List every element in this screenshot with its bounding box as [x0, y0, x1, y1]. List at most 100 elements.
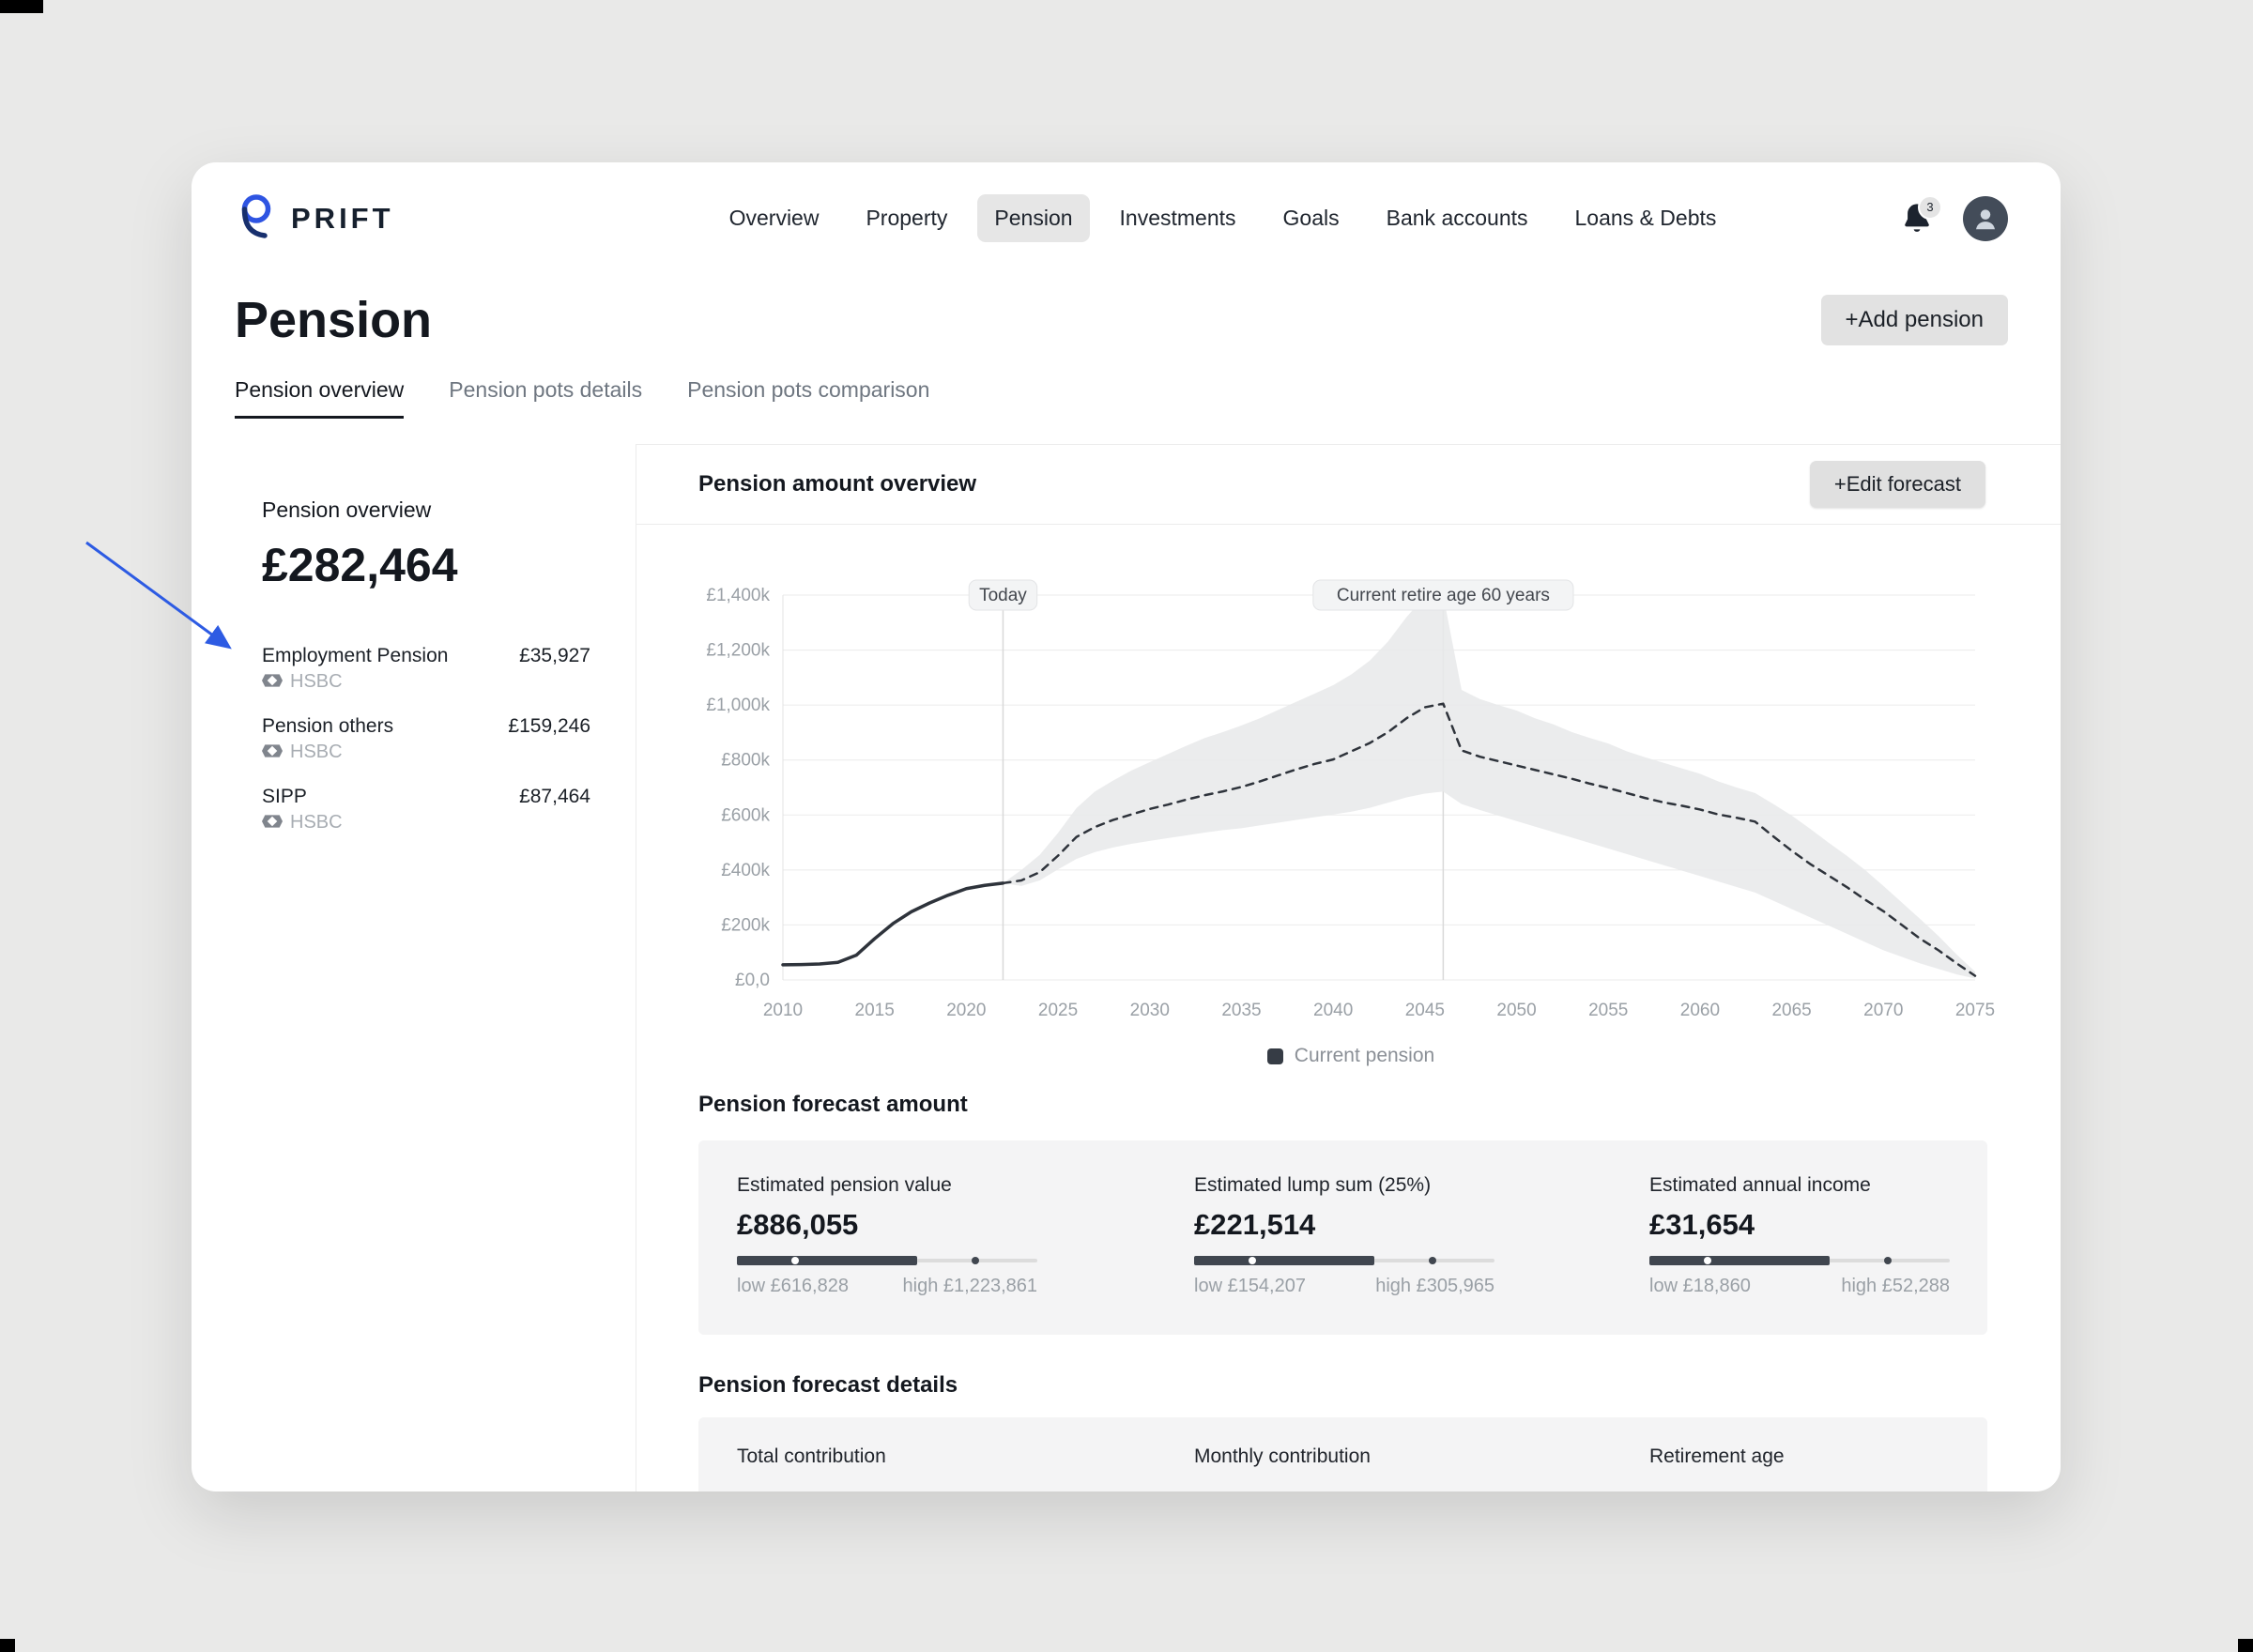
brand-name: PRIFT: [291, 201, 394, 235]
hsbc-logo-icon: [262, 742, 283, 763]
forecast-details-panel: Total contribution Monthly contribution …: [698, 1417, 1987, 1491]
nav-bank-accounts[interactable]: Bank accounts: [1386, 206, 1528, 230]
forecast-range-slider[interactable]: [737, 1255, 1037, 1266]
nav-overview[interactable]: Overview: [728, 206, 820, 230]
screen-corner-mark: [2238, 1639, 2253, 1652]
screen-corner-mark: [0, 1639, 15, 1652]
pot-name: SIPP: [262, 786, 307, 807]
slider-fill: [1649, 1256, 1830, 1265]
content-area: Pension overview £282,464 Employment Pen…: [192, 444, 2061, 1491]
forecast-card-label: Estimated annual income: [1649, 1174, 1871, 1196]
svg-text:£0,0: £0,0: [735, 971, 770, 990]
screen-corner-mark: [0, 0, 43, 13]
tab-pension-overview[interactable]: Pension overview: [235, 377, 405, 419]
svg-text:2035: 2035: [1221, 1001, 1261, 1020]
hsbc-logo-icon: [262, 671, 283, 693]
pension-forecast-chart: £0,0 £200k £400k £600k £800k £1,000k £1,200k £1…: [670, 567, 2061, 1041]
notification-badge: 3: [1917, 194, 1942, 220]
svg-text:£200k: £200k: [721, 915, 770, 935]
panel-title: Pension amount overview: [698, 471, 977, 497]
bell-icon: [1901, 203, 1933, 240]
details-column-retirement-age: Retirement age: [1649, 1446, 1785, 1467]
legend-label: Current pension: [1294, 1045, 1435, 1066]
pot-value: £87,464: [519, 786, 590, 807]
svg-text:2020: 2020: [946, 1001, 986, 1020]
svg-text:Current retire age 60 years: Current retire age 60 years: [1337, 586, 1550, 605]
legend-swatch-icon: [1266, 1048, 1283, 1064]
pension-overview-sidebar: Pension overview £282,464 Employment Pen…: [192, 444, 636, 1491]
header-actions: 3: [1901, 194, 2008, 241]
pension-total-value: £282,464: [262, 539, 458, 591]
svg-text:£1,400k: £1,400k: [706, 586, 770, 605]
pot-value: £159,246: [508, 715, 590, 737]
tab-pension-pots-comparison[interactable]: Pension pots comparison: [687, 377, 930, 402]
main-nav: Overview Property Pension Investments Go…: [713, 194, 1734, 242]
svg-text:£800k: £800k: [721, 751, 770, 771]
nav-goals[interactable]: Goals: [1282, 206, 1340, 230]
svg-text:£400k: £400k: [721, 861, 770, 880]
svg-text:2025: 2025: [1038, 1001, 1078, 1020]
add-pension-button[interactable]: +Add pension: [1820, 295, 2008, 345]
svg-text:2010: 2010: [763, 1001, 803, 1020]
forecast-low-value: low £18,860: [1649, 1276, 1751, 1296]
forecast-high-value: high £305,965: [1375, 1276, 1494, 1296]
panel-header: Pension amount overview +Edit forecast: [636, 445, 2061, 525]
chart-legend: Current pension: [670, 1045, 2031, 1067]
forecast-card-label: Estimated pension value: [737, 1174, 952, 1196]
svg-text:2050: 2050: [1496, 1001, 1536, 1020]
svg-text:2055: 2055: [1588, 1001, 1628, 1020]
user-avatar[interactable]: [1962, 195, 2008, 241]
forecast-range-slider[interactable]: [1649, 1255, 1950, 1266]
pension-pots-list: Employment Pension £35,927 HSBC Pension …: [262, 645, 590, 834]
details-column-total-contribution: Total contribution: [737, 1446, 886, 1467]
forecast-card-label: Estimated lump sum (25%): [1194, 1174, 1432, 1196]
notifications-button[interactable]: 3: [1901, 194, 1942, 240]
slider-low-handle[interactable]: [1248, 1257, 1256, 1264]
forecast-card-value: £31,654: [1649, 1208, 1755, 1241]
forecast-range-slider[interactable]: [1194, 1255, 1494, 1266]
svg-text:£600k: £600k: [721, 805, 770, 825]
slider-high-handle[interactable]: [971, 1257, 979, 1264]
pot-provider: HSBC: [290, 671, 343, 692]
slider-high-handle[interactable]: [1883, 1257, 1892, 1264]
forecast-amount-heading: Pension forecast amount: [698, 1092, 968, 1117]
svg-text:£1,000k: £1,000k: [706, 696, 770, 715]
svg-text:2030: 2030: [1130, 1001, 1170, 1020]
svg-text:2065: 2065: [1771, 1001, 1811, 1020]
svg-text:2070: 2070: [1863, 1001, 1903, 1020]
slider-fill: [1194, 1256, 1374, 1265]
page-title: Pension: [235, 292, 433, 348]
nav-property[interactable]: Property: [866, 206, 948, 230]
nav-loans-debts[interactable]: Loans & Debts: [1574, 206, 1717, 230]
nav-pension[interactable]: Pension: [977, 194, 1090, 242]
forecast-low-value: low £154,207: [1194, 1276, 1306, 1296]
prift-logo-icon: [235, 192, 278, 244]
pot-name: Pension others: [262, 715, 394, 737]
list-item-pension-others[interactable]: Pension others £159,246 HSBC: [262, 715, 590, 763]
forecast-card-pension-value: Estimated pension value £886,055 low £61…: [737, 1174, 1194, 1297]
nav-investments[interactable]: Investments: [1119, 206, 1236, 230]
forecast-high-value: high £52,288: [1841, 1276, 1950, 1296]
pot-provider: HSBC: [290, 742, 343, 762]
app-header: PRIFT Overview Property Pension Investme…: [192, 162, 2061, 244]
svg-text:2075: 2075: [1955, 1001, 1995, 1020]
pot-provider: HSBC: [290, 812, 343, 833]
slider-fill: [737, 1256, 917, 1265]
slider-high-handle[interactable]: [1428, 1257, 1436, 1264]
brand[interactable]: PRIFT: [235, 192, 544, 244]
forecast-amount-panel: Estimated pension value £886,055 low £61…: [698, 1140, 1987, 1335]
edit-forecast-button[interactable]: +Edit forecast: [1809, 461, 1985, 508]
svg-text:£1,200k: £1,200k: [706, 641, 770, 661]
list-item-sipp[interactable]: SIPP £87,464 HSBC: [262, 786, 590, 834]
forecast-card-lump-sum: Estimated lump sum (25%) £221,514 low £1…: [1194, 1174, 1649, 1297]
slider-low-handle[interactable]: [1703, 1257, 1711, 1264]
forecast-low-value: low £616,828: [737, 1276, 849, 1296]
slider-low-handle[interactable]: [790, 1257, 799, 1264]
pension-amount-panel: Pension amount overview +Edit forecast £…: [636, 444, 2061, 1491]
hsbc-logo-icon: [262, 812, 283, 834]
page-title-row: Pension +Add pension: [192, 291, 2061, 349]
pension-tabs: Pension overview Pension pots details Pe…: [192, 377, 2061, 419]
tab-pension-pots-details[interactable]: Pension pots details: [449, 377, 643, 402]
svg-text:Today: Today: [979, 586, 1027, 605]
list-item-employment-pension[interactable]: Employment Pension £35,927 HSBC: [262, 645, 590, 693]
